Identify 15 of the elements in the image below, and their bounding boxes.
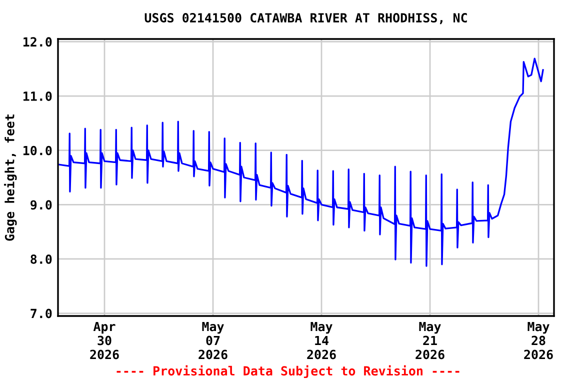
x-tick-label: May 14 2026: [307, 322, 336, 360]
x-tick-label: May 07 2026: [198, 322, 228, 360]
x-tick-label: Apr 30 2026: [90, 322, 119, 360]
line-series: [58, 58, 544, 267]
y-tick-label: 7.0: [30, 308, 52, 318]
y-axis-title: Gage height, feet: [4, 114, 17, 241]
text: ---- Provisional Data Subject to Revision ----: [116, 365, 460, 378]
x-tick-label: May 21 2026: [416, 322, 444, 360]
y-tick-label: 12.0: [23, 37, 52, 47]
y-tick-label: 8.0: [30, 254, 52, 264]
chart-title: USGS 02141500 CATAWBA RIVER AT RHODHISS, NC: [144, 13, 467, 24]
y-tick-label: 9.0: [30, 200, 52, 210]
y-tick-label: 10.0: [23, 146, 52, 156]
y-tick-label: 11.0: [23, 92, 52, 101]
x-tick-label: May 28 2026: [524, 322, 553, 360]
